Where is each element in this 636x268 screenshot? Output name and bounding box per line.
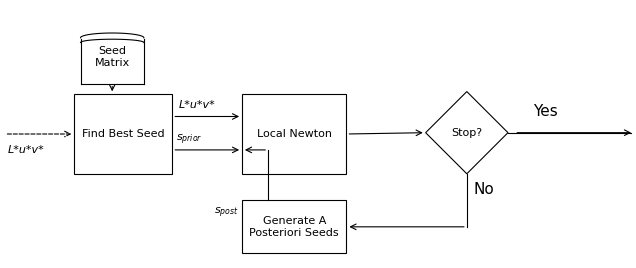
Bar bbox=[74, 94, 172, 174]
Text: Local Newton: Local Newton bbox=[257, 129, 332, 139]
Text: Seed
Matrix: Seed Matrix bbox=[95, 46, 130, 68]
Text: Stop?: Stop? bbox=[452, 128, 482, 138]
Text: Find Best Seed: Find Best Seed bbox=[82, 129, 165, 139]
Text: $s_{post}$: $s_{post}$ bbox=[214, 206, 239, 220]
Bar bbox=[242, 94, 347, 174]
Text: L*u*v*: L*u*v* bbox=[8, 145, 45, 155]
Text: No: No bbox=[473, 182, 494, 197]
Text: Generate A
Posteriori Seeds: Generate A Posteriori Seeds bbox=[249, 216, 339, 238]
Bar bbox=[242, 200, 347, 253]
Text: $s_{prior}$: $s_{prior}$ bbox=[176, 133, 202, 147]
Text: Yes: Yes bbox=[534, 105, 558, 120]
Text: L*u*v*: L*u*v* bbox=[179, 100, 216, 110]
Polygon shape bbox=[425, 92, 508, 174]
Bar bbox=[81, 36, 144, 84]
